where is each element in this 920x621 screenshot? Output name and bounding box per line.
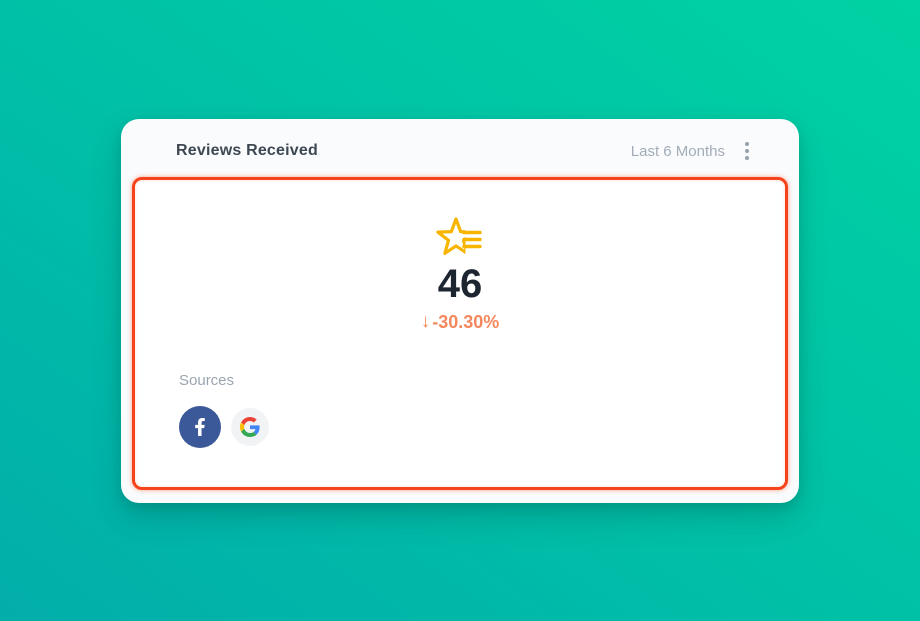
card-title: Reviews Received <box>176 142 318 159</box>
kebab-dot <box>745 149 749 153</box>
kebab-dot <box>745 142 749 146</box>
reviews-metric: 46 ↓ -30.30% <box>135 180 785 333</box>
kebab-menu-icon[interactable] <box>739 138 755 164</box>
down-arrow-icon: ↓ <box>420 311 431 332</box>
sources-icons <box>179 406 269 448</box>
reviews-count: 46 <box>437 262 483 306</box>
period-label: Last 6 Months <box>630 142 725 160</box>
change-value: -30.30% <box>432 311 500 332</box>
star-reviews-icon <box>436 217 482 255</box>
google-g-glyph <box>240 417 260 437</box>
kebab-dot <box>745 156 749 160</box>
sources-label: Sources <box>179 372 235 389</box>
facebook-f-glyph <box>195 418 205 436</box>
sources-section: Sources <box>179 372 269 448</box>
highlighted-region: 46 ↓ -30.30% Sources <box>132 177 788 490</box>
header-right: Last 6 Months <box>631 138 755 164</box>
reviews-card: Reviews Received Last 6 Months <box>121 119 799 503</box>
facebook-icon[interactable] <box>179 406 221 448</box>
google-icon[interactable] <box>231 408 269 446</box>
card-header: Reviews Received Last 6 Months <box>121 119 799 177</box>
change-indicator: ↓ -30.30% <box>421 311 500 333</box>
